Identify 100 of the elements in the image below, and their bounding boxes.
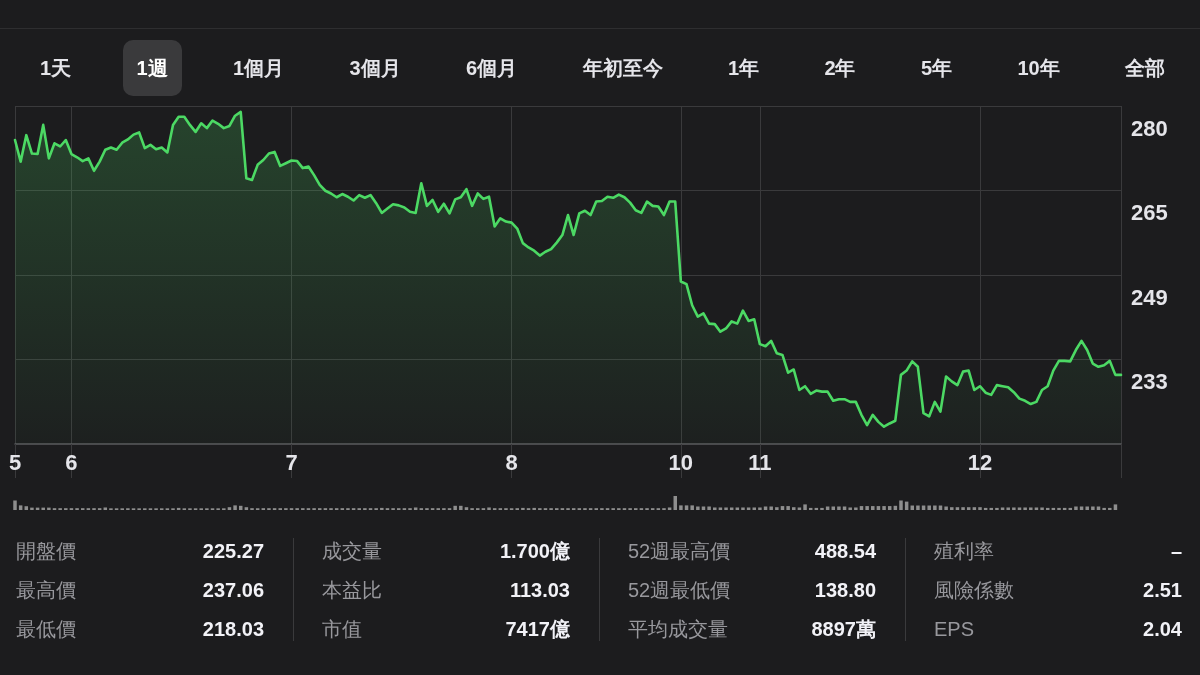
bar xyxy=(667,507,672,510)
bar xyxy=(916,505,920,510)
x-tick-label: 10 xyxy=(668,449,694,475)
x-tick-label: 7 xyxy=(285,449,298,475)
bar xyxy=(820,507,824,510)
text: 237.06 xyxy=(202,578,264,603)
bar xyxy=(1012,507,1016,510)
text: 3個月 xyxy=(349,57,401,79)
bar xyxy=(752,507,757,510)
bar xyxy=(950,507,954,510)
x-tick-label: 11 xyxy=(748,449,772,475)
bar xyxy=(1006,507,1010,510)
text: 218.03 xyxy=(202,617,264,642)
bar xyxy=(13,500,17,510)
bar xyxy=(453,505,457,510)
bar xyxy=(837,506,841,510)
text: 殖利率 xyxy=(934,539,994,564)
bar xyxy=(1113,504,1118,510)
y-tick-label: 280 xyxy=(1131,115,1168,141)
bar xyxy=(413,507,418,510)
text: 2年 xyxy=(824,57,856,79)
bar xyxy=(848,507,852,510)
bar xyxy=(690,505,694,510)
bar xyxy=(769,506,773,510)
bar xyxy=(1108,507,1112,510)
bar xyxy=(899,500,903,510)
bar xyxy=(713,507,717,510)
text: 1.700億 xyxy=(499,539,570,564)
bar xyxy=(741,507,745,510)
bar xyxy=(1074,506,1078,510)
bar xyxy=(792,507,796,510)
bar xyxy=(995,507,999,510)
bar xyxy=(30,507,34,510)
x-tick-label: 5 xyxy=(8,449,22,475)
bar xyxy=(47,507,51,510)
x-tick-label: 8 xyxy=(505,449,518,475)
text: 年初至今 xyxy=(582,57,663,79)
bar xyxy=(972,507,977,510)
bar xyxy=(758,507,762,510)
bar xyxy=(1017,507,1022,510)
text: 市值 xyxy=(322,617,362,642)
x-tick-label: 6 xyxy=(65,449,78,475)
text: 1年 xyxy=(727,57,759,79)
bar xyxy=(1085,506,1089,510)
text: 52週最低價 xyxy=(628,578,731,603)
bar xyxy=(1023,507,1027,510)
bar xyxy=(724,507,728,510)
bar xyxy=(933,505,937,510)
bar xyxy=(24,506,29,510)
bar xyxy=(532,507,536,510)
bar xyxy=(882,506,886,510)
text: 1天 xyxy=(40,57,72,79)
y-tick-label: 265 xyxy=(1131,200,1168,225)
bar xyxy=(1040,507,1044,510)
bar xyxy=(1000,507,1005,510)
bar xyxy=(1029,507,1033,510)
text: 7417億 xyxy=(505,617,570,642)
bar xyxy=(961,507,965,510)
bar xyxy=(944,506,948,510)
bar xyxy=(380,507,384,510)
bar xyxy=(1034,507,1039,510)
text: 風險係數 xyxy=(934,578,1014,603)
bar xyxy=(718,507,723,510)
bar xyxy=(1091,506,1095,510)
bar xyxy=(775,507,779,510)
text: 113.03 xyxy=(509,578,570,603)
bar xyxy=(459,505,463,510)
text: 6個月 xyxy=(466,57,518,79)
text: 138.80 xyxy=(814,578,876,603)
text: 成交量 xyxy=(322,539,382,564)
bar xyxy=(927,505,931,510)
bar xyxy=(41,507,45,510)
bar xyxy=(854,507,858,510)
text: – xyxy=(1170,539,1182,564)
bar xyxy=(1057,507,1061,510)
text: 8897萬 xyxy=(811,617,876,642)
text: 全部 xyxy=(1125,57,1165,79)
bar xyxy=(464,507,469,510)
bar xyxy=(729,507,734,510)
text: 最低價 xyxy=(16,617,76,642)
bar xyxy=(487,507,491,510)
text: 10年 xyxy=(1017,57,1060,79)
text: 2.51 xyxy=(1143,578,1182,603)
text: 1個月 xyxy=(233,57,285,79)
bar xyxy=(1102,507,1106,510)
bar xyxy=(233,505,237,510)
bar xyxy=(871,506,875,510)
y-tick-label: 249 xyxy=(1131,284,1168,310)
text: EPS xyxy=(934,617,975,642)
bar xyxy=(227,507,232,510)
bar xyxy=(679,505,683,510)
text: 開盤價 xyxy=(16,539,76,564)
bar xyxy=(786,506,790,510)
bar xyxy=(684,505,689,510)
bar xyxy=(735,507,740,510)
text: 5年 xyxy=(920,57,952,79)
text: 平均成交量 xyxy=(628,617,728,642)
bar xyxy=(978,507,982,510)
bar xyxy=(707,506,711,510)
text: 52週最高價 xyxy=(628,539,731,564)
